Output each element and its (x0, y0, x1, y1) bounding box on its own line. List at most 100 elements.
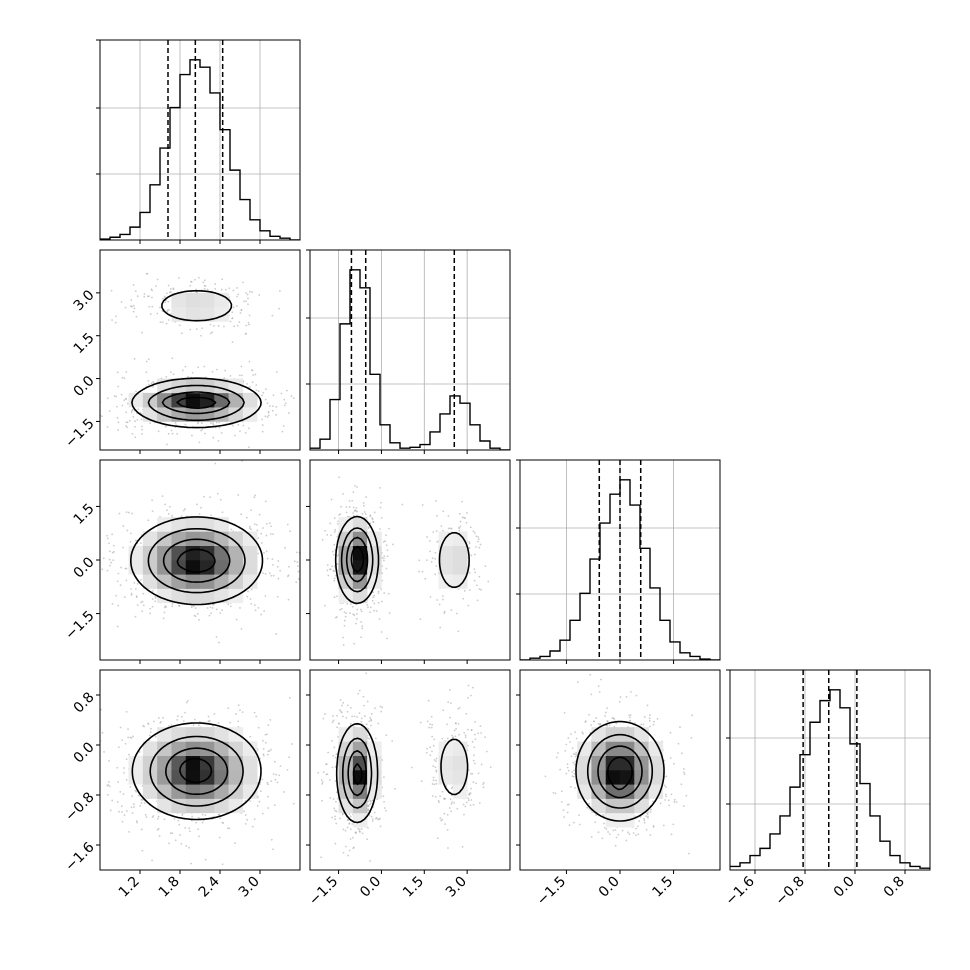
scatter-point (369, 611, 371, 614)
scatter-point (257, 606, 260, 609)
scatter-point (249, 386, 251, 389)
scatter-point (472, 759, 475, 762)
scatter-point (344, 615, 347, 618)
scatter-point (176, 718, 179, 721)
scatter-point (215, 608, 218, 611)
scatter-point (472, 803, 475, 806)
scatter-point (342, 644, 345, 646)
scatter-point (237, 494, 240, 496)
scatter-point (109, 564, 111, 567)
scatter-point (147, 723, 150, 725)
histogram-steps (730, 689, 930, 869)
scatter-point (437, 799, 440, 802)
scatter-point (214, 283, 217, 285)
scatter-point (231, 311, 234, 314)
scatter-point (167, 284, 170, 287)
scatter-point (370, 815, 373, 818)
scatter-point (116, 580, 119, 583)
scatter-point (239, 709, 241, 711)
scatter-point (140, 828, 143, 831)
scatter-point (130, 305, 133, 308)
density-cell (228, 407, 244, 422)
scatter-point (213, 713, 216, 715)
scatter-point (383, 801, 386, 803)
density-cell (214, 741, 229, 757)
scatter-point (343, 611, 346, 614)
scatter-point (473, 553, 476, 556)
density-cell (200, 545, 215, 561)
scatter-point (346, 818, 349, 821)
scatter-point (240, 309, 243, 311)
scatter-point (264, 415, 267, 418)
scatter-point (111, 533, 113, 536)
scatter-point (380, 631, 383, 633)
scatter-point (227, 827, 229, 830)
density-cell (452, 741, 468, 757)
scatter-point (468, 546, 471, 549)
scatter-point (141, 610, 144, 613)
panel-frame (309, 249, 511, 451)
scatter-point (342, 702, 345, 704)
scatter-point (267, 807, 270, 809)
scatter-point (209, 332, 212, 335)
contour-line (350, 545, 365, 573)
scatter-point (430, 715, 433, 718)
scatter-point (125, 511, 128, 514)
scatter-point (370, 724, 372, 727)
scatter-point (248, 446, 250, 449)
scatter-point (571, 747, 574, 750)
scatter-point (287, 565, 290, 568)
scatter-point (141, 600, 144, 603)
panel-frame (729, 669, 931, 871)
scatter-point (206, 607, 209, 609)
scatter-point (430, 560, 433, 563)
scatter-point (462, 597, 465, 600)
density-cell (352, 574, 368, 589)
y-tick-label: 0.0 (71, 554, 98, 581)
scatter-point (171, 605, 174, 608)
density-cell (242, 784, 258, 799)
scatter-point (151, 859, 153, 862)
scatter-point (303, 320, 305, 322)
scatter-point (229, 374, 232, 377)
scatter-point (132, 284, 135, 286)
density-cell (142, 531, 158, 547)
density-panel (306, 459, 511, 664)
x-tick-label: 1.8 (156, 874, 183, 901)
scatter-point (263, 610, 266, 612)
scatter-point (469, 804, 472, 807)
scatter-point (212, 423, 215, 426)
scatter-point (253, 496, 256, 499)
scatter-point (435, 760, 437, 763)
scatter-point (266, 416, 269, 418)
scatter-point (431, 795, 434, 797)
scatter-point (271, 405, 274, 408)
scatter-point (115, 395, 118, 398)
histogram-panel: −1.6 −0.8 0.0 0.8 (722, 669, 931, 909)
scatter-point (108, 780, 110, 783)
scatter-point (432, 744, 435, 747)
density-cell (214, 307, 229, 322)
scatter-point (334, 809, 336, 812)
scatter-point (177, 604, 180, 607)
scatter-point (438, 603, 441, 606)
scatter-point (119, 790, 122, 793)
scatter-point (276, 595, 279, 598)
scatter-point (455, 727, 457, 730)
scatter-point (102, 557, 105, 560)
scatter-point (458, 512, 461, 515)
scatter-point (463, 813, 465, 816)
scatter-point (112, 559, 115, 562)
panel-frame (309, 669, 511, 871)
scatter-point (117, 429, 120, 431)
histogram-steps (310, 269, 510, 450)
scatter-point (126, 529, 129, 532)
scatter-point (458, 527, 460, 530)
scatter-point (282, 425, 285, 428)
scatter-point (380, 516, 383, 519)
scatter-point (117, 746, 120, 748)
density-cell (200, 784, 215, 799)
histogram-steps (100, 59, 300, 240)
